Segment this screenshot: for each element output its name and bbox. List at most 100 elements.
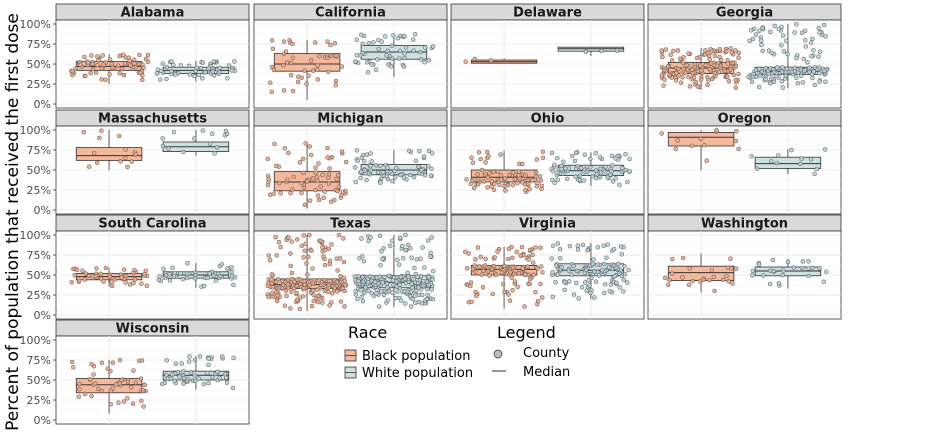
county-point-white	[160, 143, 166, 149]
county-point-white	[229, 269, 235, 275]
county-point-white	[809, 265, 815, 271]
county-point-white	[173, 72, 178, 77]
county-point-black	[99, 77, 104, 82]
county-point-black	[288, 289, 294, 295]
county-point-white	[397, 48, 403, 54]
county-point-black	[115, 63, 121, 68]
county-point-white	[823, 34, 828, 39]
county-point-black	[307, 198, 313, 203]
county-point-black	[662, 77, 667, 82]
county-point-white	[789, 147, 794, 153]
county-point-black	[705, 82, 710, 88]
county-point-black	[679, 71, 684, 76]
county-point-black	[315, 67, 320, 72]
county-point-black	[476, 150, 482, 155]
county-point-black	[95, 54, 100, 59]
county-point-white	[192, 373, 197, 378]
county-point-white	[763, 76, 768, 82]
county-point-black	[341, 236, 346, 241]
county-point-white	[362, 168, 367, 173]
county-point-black	[339, 64, 345, 69]
county-point-black	[288, 306, 293, 311]
county-point-white	[171, 62, 176, 68]
county-point-white	[384, 174, 390, 179]
county-point-black	[477, 264, 482, 269]
county-point-black	[340, 189, 346, 195]
y-tick-label: 50%	[27, 58, 51, 71]
county-point-black	[136, 61, 142, 67]
county-point-white	[428, 173, 434, 178]
county-point-black	[96, 58, 101, 63]
facets-layer: Alabama 0% 25% 50% 75% 100% California Delaware…	[20, 3, 842, 427]
county-point-black	[673, 70, 679, 76]
county-point-black	[325, 155, 330, 160]
county-point-white	[622, 263, 627, 269]
county-point-white	[184, 275, 190, 281]
county-point-black	[85, 60, 91, 65]
county-point-black	[91, 151, 97, 156]
legend-race-title: Race	[348, 323, 387, 342]
county-point-white	[418, 256, 423, 261]
county-point-black	[539, 264, 544, 269]
county-point-white	[353, 289, 358, 294]
county-point-white	[425, 292, 430, 298]
facet-ohio: Ohio	[450, 109, 645, 215]
facet-title: Delaware	[513, 6, 582, 21]
county-point-black	[326, 181, 332, 186]
county-point-black	[99, 66, 104, 71]
county-point-white	[605, 242, 610, 247]
county-point-white	[573, 280, 579, 286]
facet-title: Wisconsin	[116, 322, 190, 337]
county-point-black	[471, 185, 477, 191]
county-point-white	[200, 60, 206, 65]
county-point-white	[812, 82, 818, 88]
county-point-black	[506, 246, 512, 252]
county-point-white	[814, 166, 820, 172]
county-point-white	[229, 68, 235, 73]
county-point-white	[380, 170, 386, 175]
county-point-white	[377, 163, 383, 168]
county-point-white	[354, 148, 360, 153]
county-point-black	[284, 60, 290, 65]
county-point-white	[192, 357, 198, 363]
county-point-black	[284, 293, 289, 299]
county-point-white	[389, 171, 395, 177]
county-point-white	[419, 292, 425, 298]
county-point-black	[274, 298, 280, 304]
county-point-black	[673, 146, 678, 152]
county-point-white	[768, 159, 774, 164]
county-point-black	[514, 249, 519, 255]
county-point-white	[592, 269, 597, 274]
facet-title: Washington	[701, 217, 788, 232]
county-point-white	[559, 166, 564, 172]
county-point-black	[307, 144, 313, 149]
county-point-white	[401, 64, 407, 69]
county-point-black	[128, 63, 133, 68]
county-point-white	[186, 359, 192, 364]
y-tick-label: 50%	[27, 164, 51, 177]
county-point-black	[86, 164, 92, 169]
county-point-white	[181, 369, 186, 374]
county-point-black	[736, 55, 741, 60]
county-point-white	[750, 268, 756, 274]
county-point-white	[555, 177, 560, 183]
county-point-white	[359, 254, 365, 259]
county-point-white	[390, 278, 396, 283]
county-point-white	[616, 261, 621, 267]
county-point-white	[623, 151, 628, 157]
county-point-white	[771, 79, 777, 85]
county-point-black	[680, 255, 686, 261]
county-point-white	[549, 256, 554, 261]
county-point-black	[507, 298, 513, 303]
county-point-black	[466, 251, 471, 256]
county-point-black	[701, 277, 706, 282]
county-point-white	[550, 243, 556, 249]
county-point-black	[326, 289, 331, 295]
county-point-white	[594, 172, 600, 177]
county-point-black	[480, 285, 486, 290]
county-point-white	[213, 278, 219, 283]
county-point-black	[291, 174, 296, 180]
county-point-white	[196, 72, 201, 78]
county-point-black	[117, 70, 123, 76]
county-point-black	[307, 282, 312, 288]
